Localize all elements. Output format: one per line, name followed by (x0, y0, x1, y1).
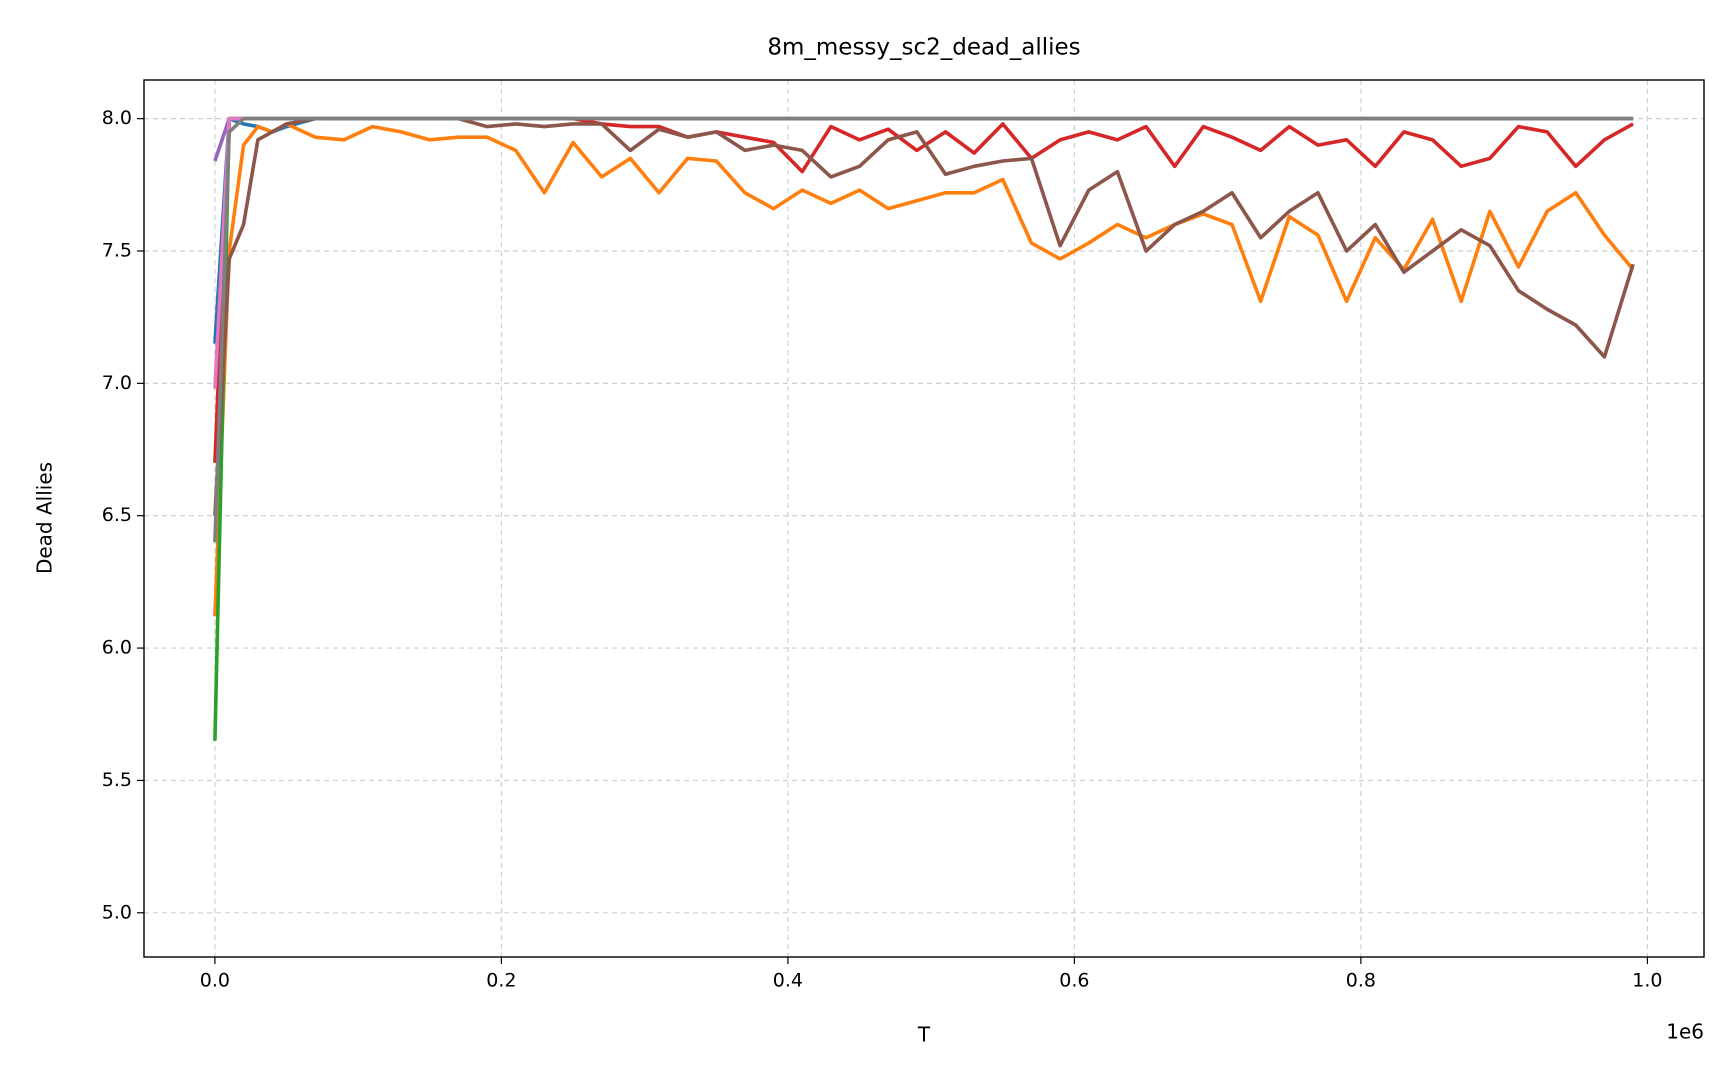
y-tick-label: 5.0 (102, 901, 132, 923)
x-tick-label: 0.0 (200, 970, 230, 992)
series-line (213, 122, 1635, 617)
series-line (213, 116, 1634, 463)
x-tick-label: 0.2 (486, 970, 516, 992)
y-tick-label: 6.5 (102, 504, 132, 526)
x-tick-label: 1.0 (1632, 970, 1662, 992)
series-line (213, 116, 1634, 741)
y-tick-label: 7.5 (102, 240, 132, 262)
y-tick-label: 5.5 (102, 769, 132, 791)
grid (144, 80, 1704, 957)
x-tick-label: 0.6 (1059, 970, 1089, 992)
x-tick-label: 0.4 (773, 970, 803, 992)
series-line (213, 116, 1634, 543)
plot-area (213, 116, 1635, 741)
y-tick-label: 6.0 (102, 637, 132, 659)
x-axis-label: T (917, 1023, 931, 1047)
y-axis-label: Dead Allies (33, 462, 57, 574)
chart-title: 8m_messy_sc2_dead_allies (767, 35, 1080, 61)
y-tick-label: 7.0 (102, 372, 132, 394)
series-line (213, 116, 1634, 389)
x-offset-label: 1e6 (1666, 1020, 1704, 1044)
series-line (213, 116, 1635, 516)
ticks: 0.0 0.2 0.4 0.6 0.8 1.0 5.0 5.5 6.0 6.5 7.0 7.5 8.0 (102, 107, 1663, 991)
series-line (213, 116, 1634, 344)
y-tick-label: 8.0 (102, 107, 132, 129)
x-tick-label: 0.8 (1346, 970, 1376, 992)
axes-frame (143, 79, 1705, 958)
